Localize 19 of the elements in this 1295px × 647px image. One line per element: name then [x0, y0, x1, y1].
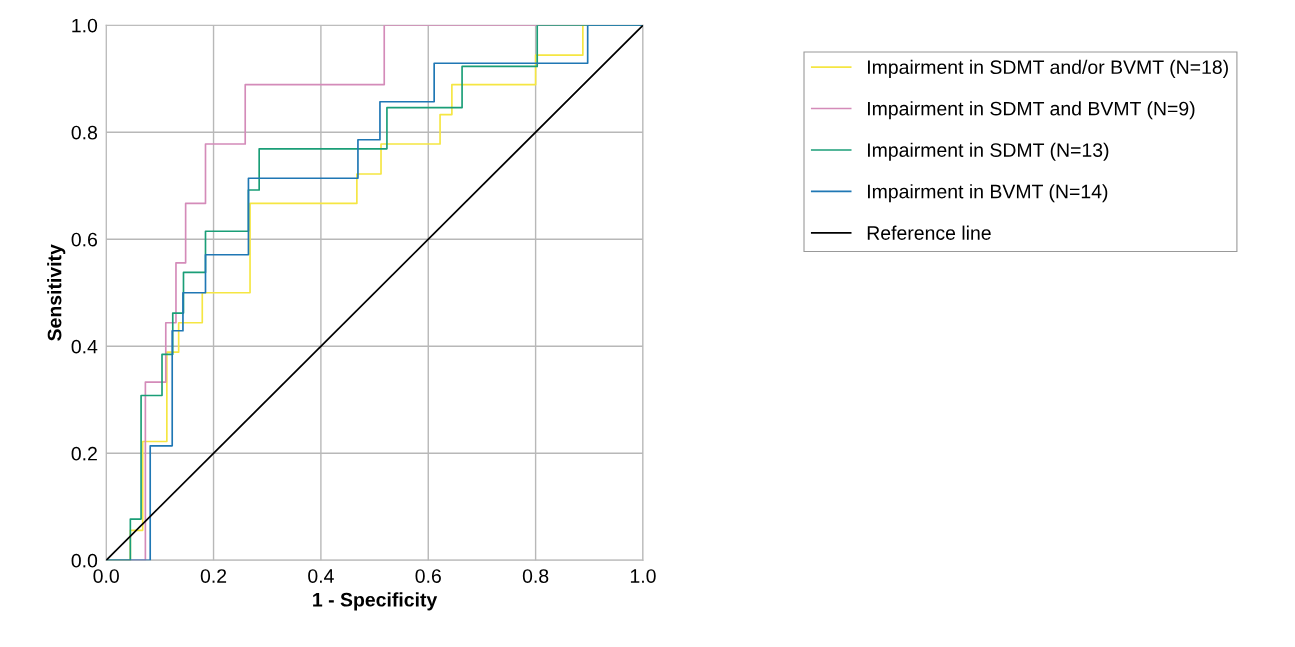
x-tick-label: 0.6 — [415, 569, 441, 583]
y-tick-label: 0.4 — [71, 339, 98, 354]
y-tick-label: 0.2 — [71, 446, 97, 461]
legend-label: Impairment in SDMT and/or BVMT (N=18) — [868, 59, 1228, 78]
y-tick-label: 0.8 — [71, 125, 98, 140]
x-tick-label: 0.8 — [522, 569, 549, 583]
y-axis-title: Sensitivity — [47, 244, 66, 341]
legend-label: Impairment in SDMT and BVMT (N=9) — [868, 101, 1195, 120]
x-axis-title: 1 - Specificity — [313, 592, 438, 611]
y-tick-label: 0.6 — [71, 232, 97, 247]
x-tick-label: 0.0 — [93, 569, 119, 583]
x-tick-label: 1.0 — [630, 569, 656, 583]
x-tick-label: 0.2 — [200, 569, 227, 583]
legend-label: Impairment in BVMT (N=14) — [868, 184, 1108, 203]
x-tick-label: 0.4 — [308, 569, 334, 583]
legend-label: Reference line — [867, 225, 991, 240]
y-tick-label: 0.0 — [71, 553, 98, 568]
y-tick-label: 1.0 — [72, 18, 98, 33]
legend-label: Impairment in SDMT (N=13) — [868, 142, 1109, 161]
